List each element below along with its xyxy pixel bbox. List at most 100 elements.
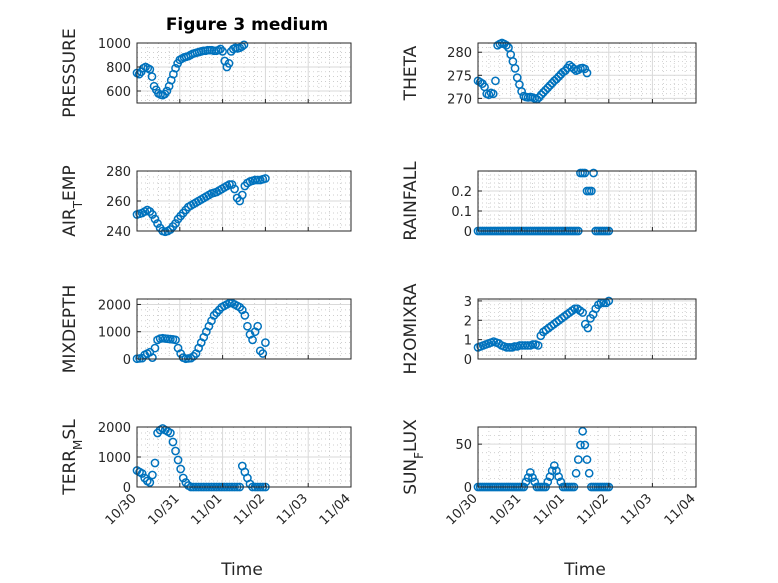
- data-point: [248, 335, 257, 345]
- y-tick-label: 280: [106, 165, 131, 180]
- data-point: [543, 477, 553, 487]
- y-tick-label: 600: [106, 85, 131, 100]
- data-point: [587, 186, 596, 196]
- axes-box: [477, 298, 697, 360]
- data-point: [523, 473, 533, 482]
- data-point: [148, 210, 157, 219]
- data-point: [255, 346, 265, 356]
- data-point: [240, 311, 250, 320]
- y-tick-label: 2000: [98, 421, 131, 436]
- y-tick-label: 0: [464, 353, 472, 368]
- data-point: [216, 44, 225, 54]
- y-tick-label: 800: [106, 61, 131, 76]
- y-tick-label: 50: [455, 438, 472, 453]
- data-point: [582, 455, 592, 464]
- data-point: [488, 89, 498, 99]
- axes-box: [477, 42, 697, 104]
- data-point: [171, 335, 180, 345]
- x-tick-label: 10/30: [103, 491, 140, 528]
- y-axis-label: RAINFALL: [401, 161, 421, 241]
- x-axis-label: Time: [563, 560, 606, 580]
- data-point: [224, 59, 234, 68]
- data-point: [168, 437, 178, 447]
- data-point: [176, 464, 186, 474]
- data-point: [517, 87, 526, 96]
- y-tick-label: 3: [464, 295, 472, 310]
- y-tick-label: 240: [106, 225, 131, 240]
- x-tick-label: 10/30: [444, 491, 481, 528]
- data-point: [510, 64, 520, 73]
- x-tick-label: 10/31: [146, 491, 183, 528]
- y-tick-label: 280: [447, 46, 472, 61]
- data-point: [153, 219, 162, 228]
- data-point: [578, 426, 587, 436]
- data-point: [584, 468, 594, 478]
- x-tick-label: 11/03: [274, 491, 311, 528]
- data-point: [528, 340, 538, 349]
- y-tick-label: 275: [447, 69, 472, 84]
- x-tick-label: 11/04: [662, 491, 699, 528]
- data-point: [533, 341, 543, 350]
- data-point: [547, 466, 557, 476]
- data-point: [570, 304, 580, 314]
- data-point: [541, 85, 550, 95]
- x-tick-label: 11/02: [575, 491, 612, 528]
- y-tick-label: 0: [123, 353, 131, 368]
- data-point: [573, 455, 583, 464]
- data-point: [571, 468, 581, 478]
- data-point: [239, 40, 249, 50]
- y-tick-label: 1000: [98, 37, 131, 52]
- data-point: [225, 180, 234, 189]
- axes-box: [477, 170, 697, 232]
- data-point: [258, 349, 268, 358]
- axes-box: [477, 426, 697, 488]
- data-point: [543, 83, 553, 93]
- x-tick-label: 10/31: [487, 491, 524, 528]
- axes-rainfall: 0 0.1 0.2 RAINFALL: [401, 161, 697, 241]
- data-point: [523, 341, 533, 350]
- x-tick-label: 11/04: [317, 491, 354, 528]
- data-point: [556, 477, 566, 487]
- data-point: [178, 473, 188, 483]
- y-tick-label: 1000: [98, 326, 131, 341]
- y-tick-label: 270: [447, 92, 472, 107]
- data-point: [150, 458, 160, 468]
- axes-h2omixra: 0 1 2 3 H2OMIXRA: [401, 283, 697, 375]
- y-axis-label: THETA: [401, 45, 421, 101]
- data-point: [576, 440, 585, 450]
- data-point: [253, 321, 263, 331]
- data-point: [173, 455, 183, 465]
- data-point: [230, 184, 239, 194]
- data-point: [162, 86, 172, 96]
- data-point: [148, 470, 157, 480]
- data-point: [582, 68, 592, 78]
- data-point: [580, 440, 590, 450]
- data-point: [261, 174, 270, 183]
- data-point: [171, 446, 180, 456]
- data-point: [150, 214, 160, 224]
- data-point: [171, 219, 180, 228]
- data-point: [520, 341, 530, 350]
- y-axis-label: SUNFLUX: [401, 419, 426, 495]
- data-point: [171, 63, 180, 73]
- data-point: [212, 308, 221, 317]
- y-tick-label: 0: [464, 225, 472, 240]
- data-point: [536, 90, 546, 100]
- y-tick-label: 260: [106, 195, 131, 210]
- y-tick-label: 2000: [98, 298, 131, 313]
- y-axis-label: TERRMSL: [60, 419, 85, 496]
- data-point: [510, 342, 519, 351]
- axes-mixdepth: 0 1000 2000 MIXDEPTH: [60, 285, 352, 373]
- data-point: [209, 311, 219, 320]
- y-axis-label: H2OMIXRA: [401, 283, 421, 374]
- data-point: [134, 69, 144, 79]
- axes-box: [136, 42, 352, 104]
- axes-sun_flux: 0 50 10/30 10/31 11/01 11/02 11/03 11/04 SUNFLUX…: [401, 419, 699, 580]
- data-point: [218, 47, 227, 56]
- y-tick-label: 0: [123, 481, 131, 496]
- data-point: [528, 473, 537, 482]
- data-point: [147, 72, 157, 81]
- data-point: [545, 81, 555, 90]
- data-point: [578, 308, 587, 317]
